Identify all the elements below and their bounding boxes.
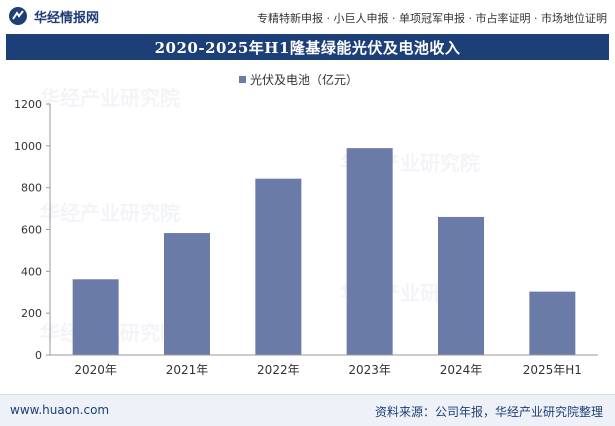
bar xyxy=(346,148,393,355)
brand-logo-icon xyxy=(9,7,27,25)
y-tick-label: 400 xyxy=(21,265,42,278)
title-bar: 2020-2025年H1隆基绿能光伏及电池收入 xyxy=(6,34,609,60)
y-tick-label: 600 xyxy=(21,224,42,237)
x-tick-label: 2020年 xyxy=(74,363,117,377)
source-note: 资料来源：公司年报，华经产业研究院整理 xyxy=(374,405,603,419)
watermark-text: 华经产业研究院 xyxy=(40,86,180,110)
bars xyxy=(72,148,576,355)
chart-title: 2020-2025年H1隆基绿能光伏及电池收入 xyxy=(154,38,461,57)
top-bar: 华经情报网 专精特新申报 · 小巨人申报 · 单项冠军申报 · 市占率证明 · … xyxy=(0,0,615,34)
bar xyxy=(438,216,484,355)
y-tick-label: 0 xyxy=(35,349,42,362)
brand-name: 华经情报网 xyxy=(34,10,100,26)
y-tick-label: 1000 xyxy=(14,140,42,153)
x-tick-label: 2023年 xyxy=(348,363,391,377)
bar-chart: 华经产业研究院华经产业研究院华经产业研究院华经产业研究院华经产业研究院 光伏及电… xyxy=(14,72,598,377)
x-tick-label: 2025年H1 xyxy=(523,363,582,377)
watermark-text: 华经产业研究院 xyxy=(40,201,180,225)
bar xyxy=(164,233,210,355)
site-url[interactable]: www.huaon.com xyxy=(10,403,110,417)
top-links[interactable]: 专精特新申报 · 小巨人申报 · 单项冠军申报 · 市占率证明 · 市场地位证明 xyxy=(257,12,607,25)
bar xyxy=(255,178,302,355)
y-tick-label: 200 xyxy=(21,307,42,320)
legend-label: 光伏及电池（亿元） xyxy=(250,72,358,87)
legend-swatch xyxy=(239,76,246,83)
x-tick-label: 2024年 xyxy=(440,363,483,377)
y-tick-label: 1200 xyxy=(14,98,42,111)
legend: 光伏及电池（亿元） xyxy=(239,72,358,87)
y-tick-label: 800 xyxy=(21,182,42,195)
x-axis: 2020年 2021年 2022年 2023年 2024年 2025年H1 xyxy=(50,354,598,377)
x-tick-label: 2022年 xyxy=(257,363,300,377)
x-tick-label: 2021年 xyxy=(166,363,209,377)
y-axis: 0 200 400 600 800 1000 1200 xyxy=(14,98,51,362)
footer: www.huaon.com 资料来源：公司年报，华经产业研究院整理 xyxy=(0,394,615,426)
bar xyxy=(529,291,576,355)
logo[interactable]: 华经情报网 xyxy=(8,6,99,26)
bar xyxy=(72,279,119,355)
